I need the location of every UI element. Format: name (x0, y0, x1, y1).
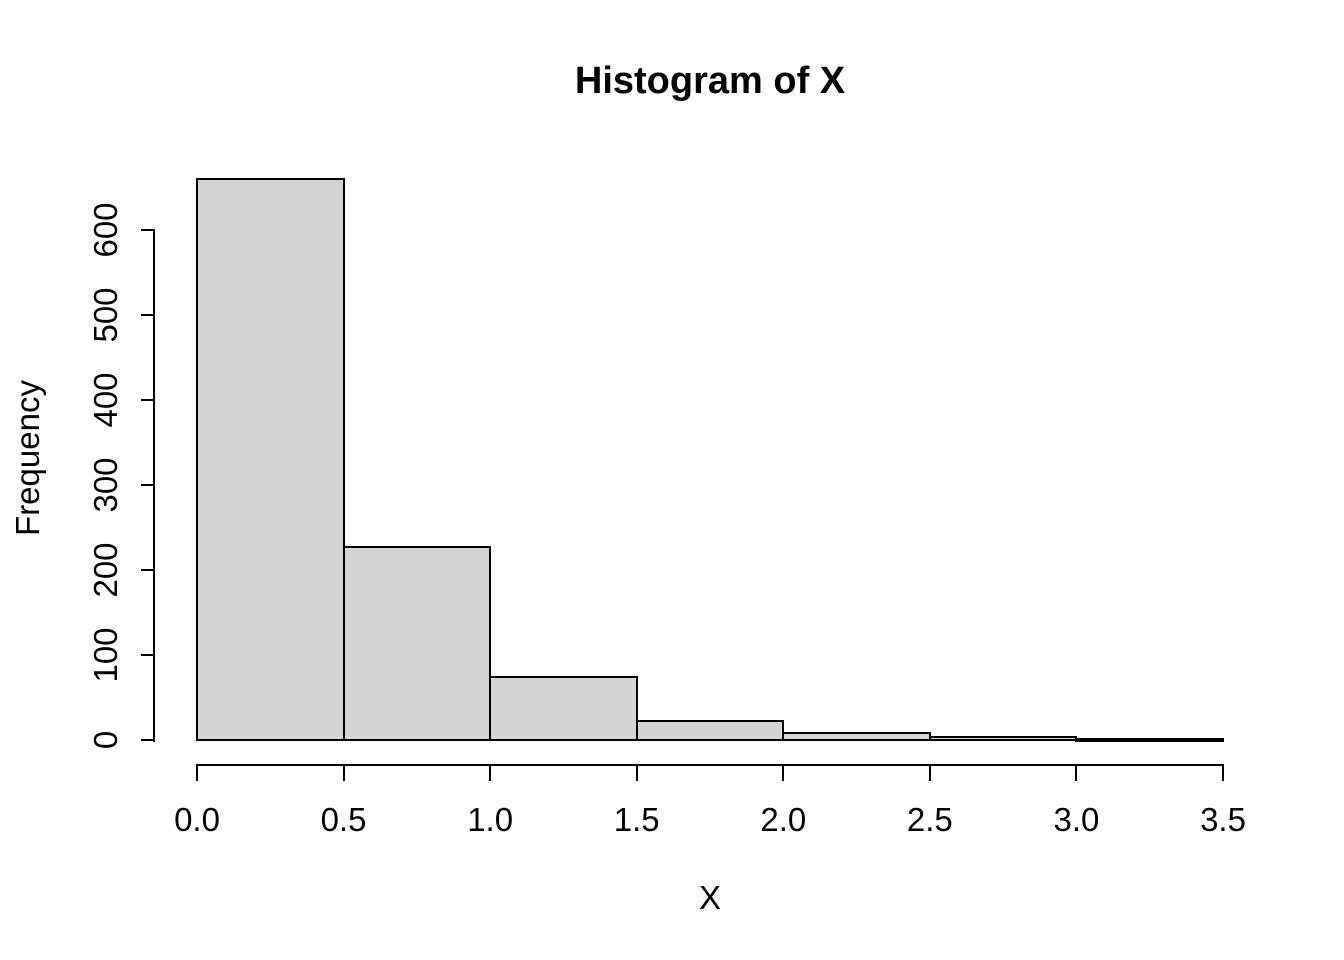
x-tick-label: 2.5 (906, 801, 953, 838)
x-axis-label: X (698, 879, 722, 916)
x-tick (1222, 765, 1224, 781)
x-tick (928, 765, 931, 781)
y-tick-label: 500 (87, 287, 124, 343)
y-tick (141, 314, 155, 317)
x-tick (489, 765, 492, 781)
x-tick-label: 3.5 (1200, 801, 1246, 838)
x-tick (342, 765, 345, 781)
x-tick-label: 1.0 (467, 801, 514, 838)
y-tick (141, 229, 155, 232)
x-tick-label: 0.5 (320, 801, 367, 838)
y-tick-label: 300 (87, 457, 124, 513)
y-tick-label: 100 (87, 627, 124, 683)
x-tick-label: 1.5 (613, 801, 660, 838)
histogram-bar (635, 720, 785, 741)
y-tick-label: 200 (87, 542, 124, 598)
y-tick (141, 739, 155, 741)
histogram-bar (489, 676, 638, 741)
y-tick-label: 0 (87, 730, 124, 750)
x-tick-label: 2.0 (760, 801, 807, 838)
x-tick-label: 3.0 (1053, 801, 1100, 838)
x-tick (635, 765, 638, 781)
y-tick-label: 600 (87, 202, 124, 258)
histogram-bar (928, 736, 1078, 741)
histogram-bar (196, 178, 345, 741)
y-tick-label: 400 (87, 372, 124, 428)
histogram-bar (782, 732, 931, 741)
x-tick (1075, 765, 1078, 781)
x-tick (782, 765, 785, 781)
y-axis-label: Frequency (9, 380, 46, 536)
y-tick (141, 399, 155, 402)
y-tick (141, 654, 155, 657)
y-tick (141, 569, 155, 572)
y-tick (141, 484, 155, 487)
x-axis-line (196, 764, 1224, 766)
x-tick (196, 765, 198, 781)
x-tick-label: 0.0 (174, 801, 220, 838)
chart-title: Histogram of X (574, 60, 846, 102)
histogram-bar (342, 546, 492, 741)
histogram-bar (1075, 738, 1224, 743)
